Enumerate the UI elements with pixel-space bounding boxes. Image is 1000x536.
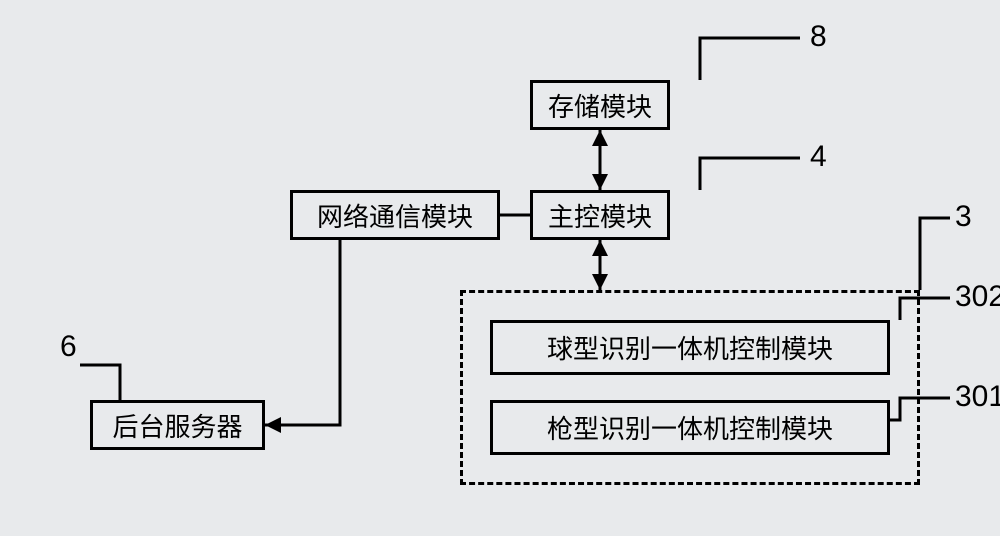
- network-module-box: 网络通信模块: [290, 190, 500, 240]
- callout-6: 6: [60, 330, 77, 364]
- gun-recognition-control-box: 枪型识别一体机控制模块: [490, 400, 890, 455]
- server-box: 后台服务器: [90, 400, 265, 450]
- diagram-canvas: 存储模块 主控模块 网络通信模块 后台服务器 球型识别一体机控制模块 枪型识别一…: [0, 0, 1000, 536]
- ball-recognition-control-label: 球型识别一体机控制模块: [547, 329, 833, 366]
- gun-recognition-control-label: 枪型识别一体机控制模块: [547, 409, 833, 446]
- callout-3: 3: [955, 200, 972, 234]
- callout-8: 8: [810, 20, 827, 54]
- main-control-module-label: 主控模块: [548, 197, 652, 234]
- server-label: 后台服务器: [112, 407, 242, 444]
- callout-301: 301: [955, 380, 1000, 414]
- callout-302: 302: [955, 280, 1000, 314]
- main-control-module-box: 主控模块: [530, 190, 670, 240]
- network-module-label: 网络通信模块: [317, 197, 473, 234]
- callout-4: 4: [810, 140, 827, 174]
- storage-module-box: 存储模块: [530, 80, 670, 130]
- ball-recognition-control-box: 球型识别一体机控制模块: [490, 320, 890, 375]
- storage-module-label: 存储模块: [548, 87, 652, 124]
